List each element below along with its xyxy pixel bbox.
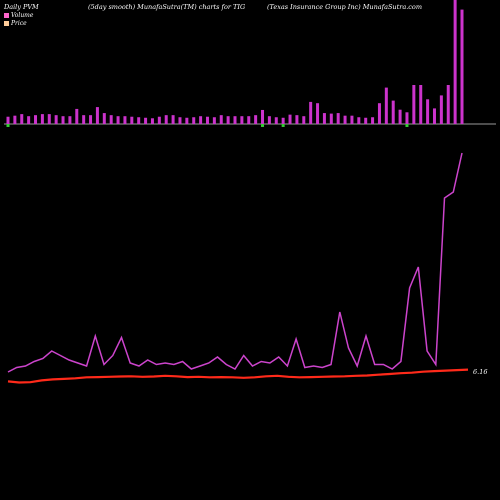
volume-bar [377, 103, 381, 124]
volume-bar [34, 115, 38, 124]
volume-bar [27, 116, 31, 124]
volume-bar [54, 115, 58, 124]
volume-bar [254, 115, 258, 124]
volume-bar [144, 117, 148, 124]
volume-bar [185, 117, 189, 124]
volume-bar [446, 85, 450, 124]
volume-bar [137, 117, 141, 124]
volume-bar [68, 116, 72, 124]
volume-bar [13, 115, 17, 124]
volume-bar [281, 117, 285, 124]
volume-bar [426, 99, 430, 124]
chart-type-label: Daily PVM [4, 3, 39, 11]
volume-bar [47, 114, 51, 124]
volume-bar [164, 115, 168, 124]
volume-bar [219, 115, 223, 124]
volume-bar [82, 115, 86, 124]
volume-bar [295, 115, 299, 124]
volume-bar-down [261, 124, 265, 127]
volume-bar [302, 116, 306, 124]
volume-bar [460, 9, 464, 125]
volume-bar-down [6, 124, 10, 127]
volume-bar [157, 116, 161, 124]
volume-bar [329, 113, 333, 124]
volume-bar [343, 115, 347, 124]
volume-bar [205, 116, 209, 124]
volume-line [7, 152, 463, 373]
volume-bar [178, 117, 182, 124]
legend-price: Price [4, 20, 27, 27]
volume-bar [419, 85, 423, 124]
volume-bar [357, 117, 361, 124]
company-name: (Texas Insurance Group Inc) MunafaSutra.… [267, 3, 422, 11]
chart-title: (5day smooth) MunafaSutra(TM) charts for… [88, 3, 246, 11]
volume-bar [102, 113, 106, 124]
volume-bar [364, 117, 368, 124]
volume-bar [432, 108, 436, 124]
last-price-label: 6.16 [473, 368, 488, 376]
volume-bar [75, 108, 79, 124]
volume-bar [123, 116, 127, 124]
volume-bar [130, 116, 134, 124]
volume-bar [6, 116, 10, 124]
volume-bar [150, 118, 154, 124]
volume-bar-down [281, 124, 285, 127]
volume-bar [226, 116, 230, 124]
volume-bar [316, 103, 320, 124]
volume-bar [412, 85, 416, 124]
volume-bar [288, 114, 292, 124]
price-line [7, 368, 469, 384]
volume-bars [6, 0, 464, 127]
volume-bar [384, 87, 388, 124]
volume-bar [398, 109, 402, 124]
volume-bar [261, 109, 265, 124]
volume-bar [233, 116, 237, 124]
volume-bar [274, 117, 278, 124]
volume-bar [267, 116, 271, 124]
volume-bar [109, 115, 113, 124]
legend-volume-swatch [4, 13, 9, 18]
volume-bar [61, 116, 65, 124]
volume-bar [336, 113, 340, 124]
volume-bar [240, 116, 244, 124]
volume-bar [309, 101, 313, 124]
volume-bar [116, 116, 120, 124]
volume-bar [391, 100, 395, 124]
volume-bar [95, 107, 99, 124]
legend-price-swatch [4, 21, 9, 26]
volume-bar [322, 113, 326, 124]
volume-bar [439, 95, 443, 124]
volume-bar [371, 117, 375, 124]
volume-bar [40, 114, 44, 124]
volume-bar [171, 115, 175, 124]
volume-bar [89, 115, 93, 124]
legend-volume: Volume [4, 12, 33, 19]
volume-bar [405, 112, 409, 124]
legend-volume-label: Volume [11, 12, 34, 19]
legend-price-label: Price [11, 20, 27, 27]
volume-bar-down [405, 124, 409, 127]
volume-bar [247, 116, 251, 124]
volume-bar [212, 117, 216, 124]
volume-bar [20, 114, 24, 124]
volume-bar [192, 117, 196, 124]
volume-bar [199, 116, 203, 124]
volume-bar [350, 115, 354, 124]
volume-bar [453, 0, 457, 124]
